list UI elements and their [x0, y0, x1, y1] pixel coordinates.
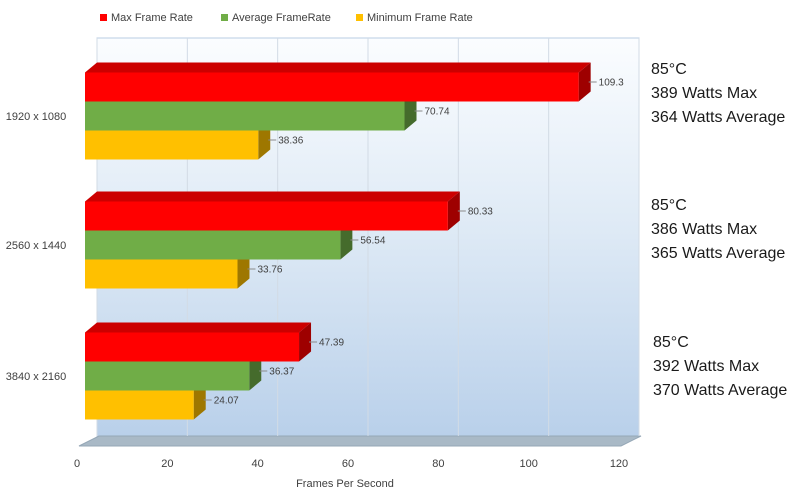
legend-label: Minimum Frame Rate — [367, 12, 473, 24]
legend-label: Max Frame Rate — [111, 12, 193, 24]
legend-item: Minimum Frame Rate — [356, 12, 473, 24]
legend: Max Frame Rate Average FrameRate Minimum F… — [100, 12, 473, 24]
bar-front — [85, 130, 259, 160]
bar-front — [85, 361, 250, 391]
category-label: 3840 x 2160 — [6, 371, 67, 383]
annotation-line: 389 Watts Max — [651, 85, 757, 102]
x-tick-label: 60 — [342, 458, 354, 470]
value-label: 38.36 — [278, 136, 303, 147]
legend-label: Average FrameRate — [232, 12, 331, 24]
x-axis-title: Frames Per Second — [296, 478, 394, 490]
category-label: 2560 x 1440 — [6, 240, 67, 252]
bar-front — [85, 201, 448, 231]
annotation-line: 365 Watts Average — [651, 245, 785, 262]
value-label: 109.3 — [599, 78, 624, 89]
annotation-line: 364 Watts Average — [651, 109, 785, 126]
bar-front — [85, 72, 579, 102]
bar — [85, 191, 460, 231]
annotation-line: 85°C — [651, 197, 687, 214]
value-label: 80.33 — [468, 207, 493, 218]
bar-front — [85, 230, 341, 260]
bar-front — [85, 390, 194, 420]
annotation-block: 85°C 389 Watts Max 364 Watts Average — [651, 61, 785, 126]
bar-top — [85, 191, 460, 202]
value-label: 24.07 — [214, 396, 239, 407]
bar — [85, 62, 591, 102]
bar-front — [85, 259, 238, 289]
floor — [78, 435, 642, 447]
bar-front — [85, 101, 405, 131]
x-tick-label: 0 — [74, 458, 80, 470]
x-tick-label: 20 — [161, 458, 173, 470]
annotation-line: 370 Watts Average — [653, 382, 787, 399]
bar-top — [85, 322, 312, 333]
bars — [85, 62, 591, 420]
annotation-line: 85°C — [651, 61, 687, 78]
value-label: 33.76 — [257, 265, 282, 276]
legend-item: Average FrameRate — [221, 12, 331, 24]
x-tick-label: 120 — [610, 458, 628, 470]
bar — [85, 322, 312, 362]
legend-swatch — [221, 14, 228, 21]
annotation-line: 392 Watts Max — [653, 358, 759, 375]
value-labels: 38.36 70.74 109.3 33.76 56.54 80.33 24.07 36.37… — [203, 78, 624, 407]
legend-swatch — [100, 14, 107, 21]
annotation-block: 85°C 386 Watts Max 365 Watts Average — [651, 197, 785, 262]
bar-front — [85, 332, 300, 362]
annotations: 85°C 389 Watts Max 364 Watts Average 85°C 38… — [651, 61, 787, 399]
value-label: 56.54 — [360, 236, 385, 247]
legend-item: Max Frame Rate — [100, 12, 193, 24]
legend-swatch — [356, 14, 363, 21]
x-tick-label: 40 — [252, 458, 264, 470]
annotation-block: 85°C 392 Watts Max 370 Watts Average — [653, 334, 787, 399]
value-label: 70.74 — [425, 107, 450, 118]
bar-side — [447, 191, 460, 231]
annotation-line: 85°C — [653, 334, 689, 351]
bar-side — [578, 62, 591, 102]
value-label: 47.39 — [319, 338, 344, 349]
value-label: 36.37 — [269, 367, 294, 378]
x-tick-labels: 0 20 40 60 80 100 120 — [74, 458, 628, 470]
x-tick-label: 80 — [432, 458, 444, 470]
category-label: 1920 x 1080 — [6, 111, 67, 123]
bar-top — [85, 62, 591, 73]
bar-side — [299, 322, 312, 362]
category-labels: 1920 x 1080 2560 x 1440 3840 x 2160 — [6, 111, 67, 383]
x-tick-label: 100 — [519, 458, 537, 470]
annotation-line: 386 Watts Max — [651, 221, 757, 238]
